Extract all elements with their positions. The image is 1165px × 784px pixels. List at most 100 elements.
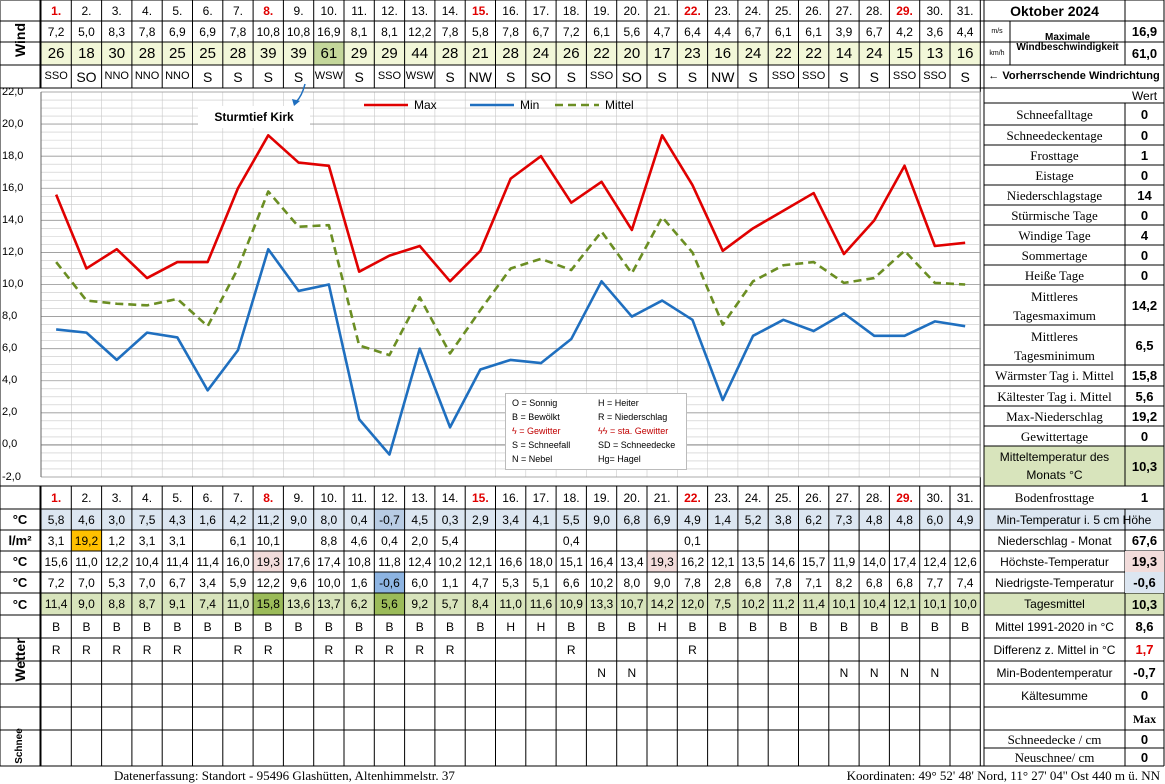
row-unit: °C: [12, 554, 28, 569]
day-label: 2.: [81, 490, 92, 505]
tmean-max-cell-bg: [253, 593, 284, 615]
tmin-cell: 7,0: [78, 575, 95, 590]
tmean-cell: 15,8: [256, 597, 280, 611]
stat-value: 6,5: [1135, 337, 1154, 353]
weather-cell: R: [82, 642, 91, 657]
stat-label: Mitteltemperatur des: [999, 450, 1110, 464]
weather-key-item: ϟϟ = sta. Gewitter: [598, 425, 669, 436]
weather-cell: N: [900, 665, 909, 680]
precip-cell: 19,2: [74, 533, 99, 548]
precip-cell: 1,2: [108, 533, 126, 548]
weather-cell: [496, 638, 526, 661]
weather-cell: R: [415, 642, 425, 657]
weather-cell: [283, 661, 313, 684]
stat-value: 0: [1140, 127, 1149, 143]
soil5-cell: 4,8: [865, 512, 883, 527]
tmin-cell: 6,6: [562, 575, 580, 590]
y-tick-label: 2,0: [2, 406, 18, 419]
y-tick-label: 16,0: [2, 181, 24, 194]
precip-cell: [465, 530, 495, 551]
precip-cell: [859, 530, 889, 551]
day-label: 25.: [774, 490, 792, 505]
precip-cell: [950, 530, 980, 551]
tmin-cell: 7,0: [138, 575, 156, 590]
soil5-cell: 5,5: [562, 512, 580, 527]
tmax-cell: 10,2: [438, 554, 462, 569]
tmax-cell: 12,4: [923, 554, 947, 569]
soil5-cell: 4,3: [168, 512, 186, 527]
tmax-cell: 16,4: [589, 554, 614, 569]
day-label: 4.: [142, 490, 153, 505]
weather-stat-value: 0: [1140, 688, 1149, 703]
tmax-cell: 14,0: [862, 554, 886, 569]
y-tick-label: 8,0: [2, 310, 18, 323]
wind-ms-cell: 8,1: [350, 24, 368, 39]
day-label: 20.: [623, 3, 641, 18]
tmean-cell: 6,2: [350, 597, 368, 611]
y-tick-label: 18,0: [2, 149, 24, 162]
weather-cell: B: [809, 619, 818, 634]
wind-kmh-cell: 26: [47, 45, 65, 62]
wind-dir-cell: SSO: [44, 70, 68, 82]
stat-value: 0: [1140, 207, 1149, 223]
tmin-cell: 3,4: [199, 575, 216, 590]
precip-cell: [283, 530, 313, 551]
soil5-cell: 4,5: [411, 512, 429, 527]
precip-cell: [768, 530, 798, 551]
weather-cell: B: [415, 619, 424, 634]
y-tick-label: 20,0: [2, 117, 24, 130]
wind-kmh-cell: 16: [956, 45, 974, 62]
tmean-cell: 11,0: [499, 597, 522, 611]
tmean-cell: 12,0: [680, 597, 705, 611]
wind-dir-cell: WSW: [314, 70, 343, 82]
soil5-cell: 7,3: [835, 512, 853, 527]
wind-dir-cell: WSW: [405, 70, 434, 82]
tmean-cell: 10,7: [620, 597, 644, 611]
wind-dir-cell: SO: [76, 68, 97, 85]
weather-cell: R: [233, 642, 243, 657]
weather-cell: [526, 638, 556, 661]
tmax-cell: 16,6: [498, 554, 523, 569]
day-label: 27.: [835, 3, 853, 18]
wind-ms-cell: 3,6: [926, 24, 944, 39]
weather-cell: B: [143, 619, 152, 634]
day-label: 10.: [320, 3, 338, 18]
wind-kmh-cell: 23: [684, 45, 701, 62]
precip-cell: [586, 530, 616, 551]
weather-cell: R: [688, 642, 697, 657]
wind-dir-cell: S: [233, 68, 243, 85]
tmax-cell: 19,3: [256, 554, 280, 569]
wind-ms-cell: 6,1: [593, 24, 610, 39]
wind-kmh-row-bg: [41, 42, 981, 65]
weather-cell: R: [566, 642, 576, 657]
weather-cell: [253, 661, 283, 684]
weather-cell: [344, 661, 374, 684]
day-label: 6.: [202, 3, 213, 18]
weather-cell: [799, 638, 829, 661]
unit-ms: m/s: [991, 28, 1003, 35]
soil5-cell: 3,4: [502, 512, 519, 527]
weather-cell: [647, 638, 677, 661]
wind-ms-cell: 5,0: [78, 24, 95, 39]
wind-dir-cell: S: [445, 68, 455, 85]
soil5-cell: 4,8: [896, 512, 913, 527]
soil5-cell: 0,3: [441, 512, 459, 527]
soil5-cell: 1,6: [199, 512, 216, 527]
y-tick-label: 10,0: [2, 278, 24, 290]
soil5-cell: 5,2: [744, 512, 762, 527]
tmin-cell: 5,1: [532, 575, 550, 590]
stat-value: 0: [1140, 247, 1149, 263]
day-label: 4.: [142, 3, 153, 18]
wind-kmh-cell: 16: [714, 45, 732, 62]
tmin-cell: 6,7: [168, 575, 186, 590]
wind-ms-cell: 6,1: [805, 24, 822, 39]
wind-dir-cell: SSO: [892, 70, 917, 82]
wind-kmh-cell: 20: [623, 45, 641, 62]
day-label: 19.: [593, 3, 610, 18]
wind-ms-cell: 8,1: [381, 24, 398, 39]
wind-dir-cell: S: [566, 68, 576, 85]
weather-cell: [496, 661, 526, 684]
soil5-cell: 9,0: [290, 512, 307, 527]
tmax-cell: 16,0: [226, 554, 250, 569]
soil5-cell: 3,8: [774, 512, 792, 527]
